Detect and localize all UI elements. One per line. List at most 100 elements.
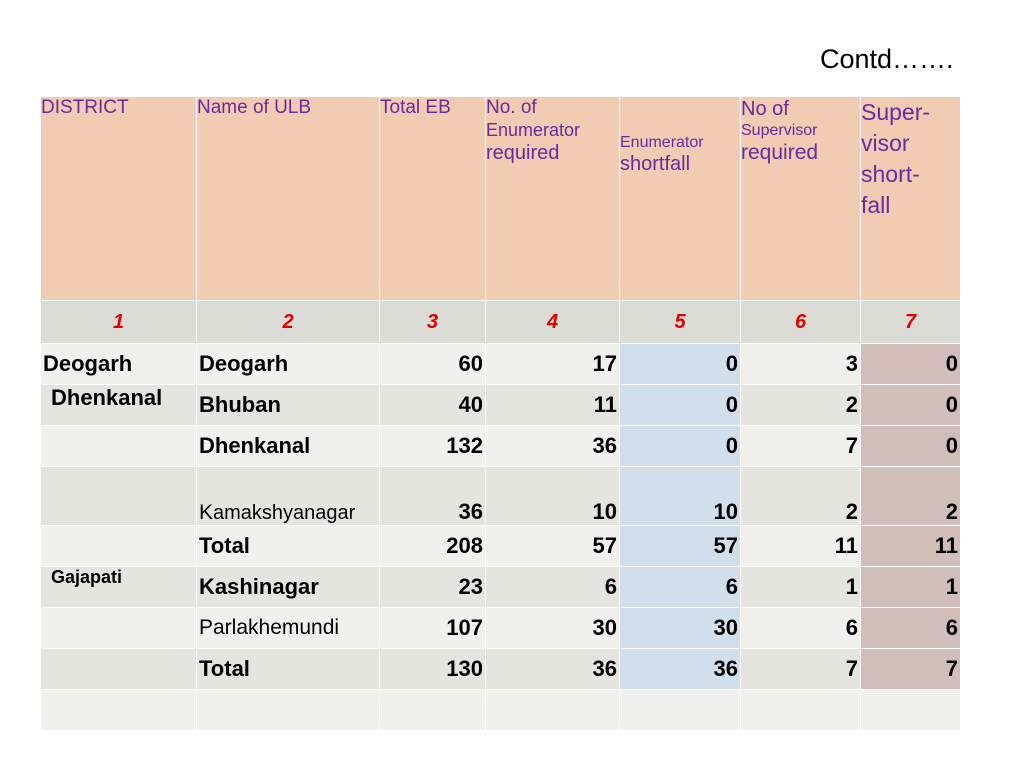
district-cell bbox=[40, 466, 197, 526]
header-ulb: Name of ULB bbox=[196, 96, 380, 301]
sup-required-cell: 11 bbox=[740, 525, 861, 567]
table-row: Dhenkanal Bhuban 40 11 0 2 0 bbox=[40, 384, 961, 426]
header-sup-req-line1: No of bbox=[741, 98, 789, 120]
ulb-cell: Kashinagar bbox=[196, 566, 380, 608]
continued-label: Contd……. bbox=[820, 44, 954, 74]
table-row: Dhenkanal 132 36 0 7 0 bbox=[40, 425, 961, 467]
total-eb-cell: 60 bbox=[379, 343, 486, 385]
table-row: Deogarh Deogarh 60 17 0 3 0 bbox=[40, 343, 961, 385]
table-row: Parlakhemundi 107 30 30 6 6 bbox=[40, 607, 961, 649]
table-row: Kamakshyanagar 36 10 10 2 2 bbox=[40, 466, 961, 526]
enum-required-cell: 6 bbox=[485, 566, 620, 608]
header-enumerator-required: No. of Enumerator required bbox=[485, 96, 620, 301]
enum-required-cell: 36 bbox=[485, 425, 620, 467]
ulb-cell: Bhuban bbox=[196, 384, 380, 426]
enum-shortfall-cell: 30 bbox=[619, 607, 741, 649]
header-enum-req-line2: Enumerator bbox=[486, 119, 581, 140]
empty-cell bbox=[196, 689, 380, 731]
enum-shortfall-cell: 6 bbox=[619, 566, 741, 608]
table-row: Gajapati Kashinagar 23 6 6 1 1 bbox=[40, 566, 961, 608]
sup-shortfall-cell: 0 bbox=[860, 384, 961, 426]
district-cell bbox=[40, 425, 197, 467]
sup-required-cell: 3 bbox=[740, 343, 861, 385]
district-cell: Deogarh bbox=[40, 343, 197, 385]
total-eb-cell: 36 bbox=[379, 466, 486, 526]
sup-shortfall-cell: 2 bbox=[860, 466, 961, 526]
empty-row bbox=[40, 689, 961, 731]
column-number: 4 bbox=[485, 300, 620, 344]
empty-cell bbox=[379, 689, 486, 731]
header-district: DISTRICT bbox=[40, 96, 197, 301]
header-sup-req-line3: required bbox=[741, 141, 819, 165]
enum-required-cell: 30 bbox=[485, 607, 620, 649]
enum-required-cell: 11 bbox=[485, 384, 620, 426]
sup-required-cell: 6 bbox=[740, 607, 861, 649]
ulb-cell: Kamakshyanagar bbox=[196, 466, 380, 526]
sup-required-cell: 1 bbox=[740, 566, 861, 608]
column-number: 2 bbox=[196, 300, 380, 344]
sup-shortfall-cell: 11 bbox=[860, 525, 961, 567]
header-sup-req-line2: Supervisor bbox=[741, 122, 818, 139]
empty-cell bbox=[40, 689, 197, 731]
ulb-cell: Dhenkanal bbox=[196, 425, 380, 467]
ulb-cell: Parlakhemundi bbox=[196, 607, 380, 649]
total-eb-cell: 132 bbox=[379, 425, 486, 467]
header-enum-short-line2: shortfall bbox=[620, 153, 691, 176]
ulb-cell: Total bbox=[196, 648, 380, 690]
header-enum-short-line1: Enumerator bbox=[620, 134, 704, 151]
table-row: Total 208 57 57 11 11 bbox=[40, 525, 961, 567]
total-eb-cell: 40 bbox=[379, 384, 486, 426]
header-supervisor-required: No of Supervisor required bbox=[740, 96, 861, 301]
header-sup-short-line1: Super- bbox=[861, 99, 931, 125]
empty-cell bbox=[740, 689, 861, 731]
ulb-initial: K bbox=[199, 501, 214, 524]
table-row: Total 130 36 36 7 7 bbox=[40, 648, 961, 690]
enum-shortfall-cell: 57 bbox=[619, 525, 741, 567]
total-eb-cell: 208 bbox=[379, 525, 486, 567]
empty-cell bbox=[860, 689, 961, 731]
header-supervisor-shortfall: Super- visor short- fall bbox=[860, 96, 961, 301]
enum-shortfall-cell: 0 bbox=[619, 425, 741, 467]
header-sup-short-line2: visor bbox=[861, 130, 910, 157]
sup-shortfall-cell: 7 bbox=[860, 648, 961, 690]
sup-required-cell: 7 bbox=[740, 648, 861, 690]
total-eb-cell: 107 bbox=[379, 607, 486, 649]
column-number: 6 bbox=[740, 300, 861, 344]
enum-shortfall-cell: 10 bbox=[619, 466, 741, 526]
header-enumerator-shortfall: Enumerator shortfall bbox=[619, 96, 741, 301]
district-cell bbox=[40, 607, 197, 649]
ulb-cell: Total bbox=[196, 525, 380, 567]
header-row: DISTRICT Name of ULB Total EB No. of Enu… bbox=[40, 96, 961, 301]
district-cell bbox=[40, 525, 197, 567]
column-number: 5 bbox=[619, 300, 741, 344]
header-enum-req-line1: No. of bbox=[486, 97, 537, 119]
header-enum-req-line3: required bbox=[486, 142, 560, 165]
enum-shortfall-cell: 0 bbox=[619, 384, 741, 426]
enum-shortfall-cell: 36 bbox=[619, 648, 741, 690]
header-total-eb: Total EB bbox=[379, 96, 486, 301]
header-sup-short-line3: short- bbox=[861, 161, 920, 188]
empty-cell bbox=[485, 689, 620, 731]
district-cell bbox=[40, 648, 197, 690]
column-number-row: 1 2 3 4 5 6 7 bbox=[40, 300, 961, 344]
sup-shortfall-cell: 1 bbox=[860, 566, 961, 608]
sup-shortfall-cell: 0 bbox=[860, 425, 961, 467]
sup-required-cell: 2 bbox=[740, 384, 861, 426]
empty-cell bbox=[619, 689, 741, 731]
total-eb-cell: 130 bbox=[379, 648, 486, 690]
sup-required-cell: 7 bbox=[740, 425, 861, 467]
header-sup-short-line4: fall bbox=[861, 192, 891, 219]
enum-required-cell: 36 bbox=[485, 648, 620, 690]
column-number: 3 bbox=[379, 300, 486, 344]
column-number: 1 bbox=[40, 300, 197, 344]
district-cell: Dhenkanal bbox=[40, 384, 197, 426]
total-eb-cell: 23 bbox=[379, 566, 486, 608]
ulb-cell: Deogarh bbox=[196, 343, 380, 385]
enum-shortfall-cell: 0 bbox=[619, 343, 741, 385]
enum-required-cell: 17 bbox=[485, 343, 620, 385]
enum-required-cell: 57 bbox=[485, 525, 620, 567]
enum-required-cell: 10 bbox=[485, 466, 620, 526]
sup-shortfall-cell: 0 bbox=[860, 343, 961, 385]
district-cell: Gajapati bbox=[40, 566, 197, 608]
ulb-enumerator-table: DISTRICT Name of ULB Total EB No. of Enu… bbox=[40, 96, 961, 731]
